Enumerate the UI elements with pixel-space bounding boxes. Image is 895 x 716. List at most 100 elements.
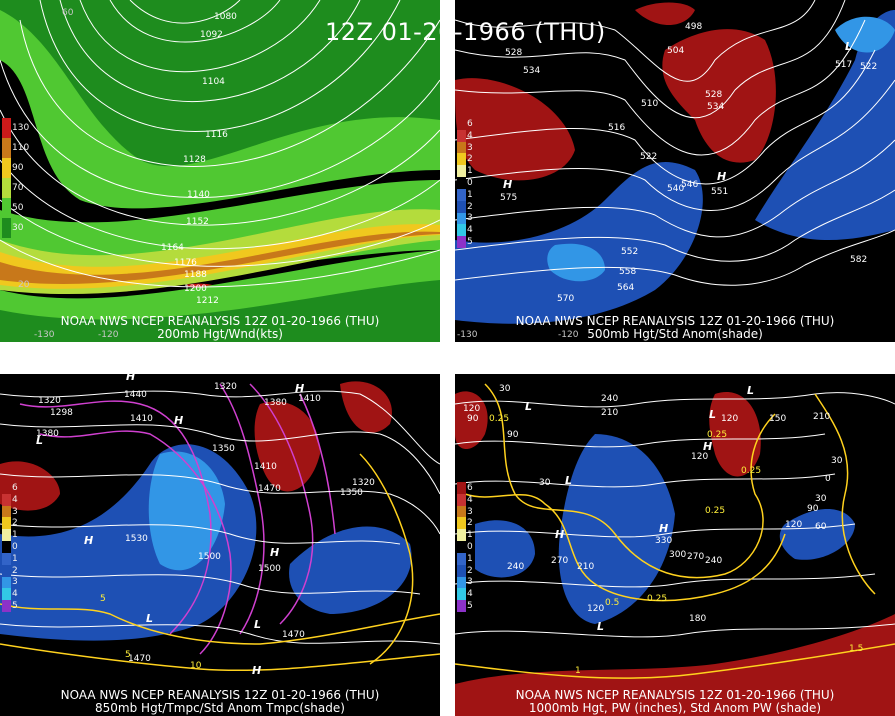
- anomaly-negative-east: [779, 509, 855, 560]
- legend-swatch: [457, 153, 466, 166]
- legend-label: 2: [12, 565, 18, 576]
- contour-label: 552: [621, 247, 639, 257]
- pw-contour-label: 0.25: [741, 466, 762, 476]
- contour-label: 570: [557, 294, 575, 304]
- contour-label: 1350: [340, 488, 363, 498]
- contour-label: 575: [500, 193, 518, 203]
- latitude-label: 60: [62, 8, 74, 18]
- legend-label: 3: [467, 142, 473, 153]
- height-contours: [0, 390, 440, 645]
- contour-label: 1104: [202, 77, 225, 87]
- legend-label: 2: [467, 201, 473, 212]
- contour-label: 498: [685, 22, 703, 32]
- anomaly-positive-west: [455, 78, 575, 181]
- legend-label: 1: [467, 553, 473, 564]
- caption-source: NOAA NWS NCEP REANALYSIS 12Z 01-20-1966 …: [60, 314, 380, 328]
- contour-label: 1128: [183, 155, 206, 165]
- legend-swatch: [2, 541, 11, 553]
- caption-field: 200mb Hgt/Wnd(kts): [157, 327, 283, 341]
- map-500mb: [455, 0, 895, 342]
- contour-label: 1080: [214, 12, 237, 22]
- legend-swatch: [2, 517, 11, 530]
- legend-label: 4: [467, 130, 473, 141]
- height-contours: [455, 392, 895, 638]
- legend-swatch: [457, 200, 466, 213]
- contour-label: 1350: [212, 444, 235, 454]
- contour-label: 528: [505, 48, 523, 58]
- contour-label: 534: [707, 102, 725, 112]
- anomaly-negative-west: [475, 520, 535, 578]
- contour-label: 240: [601, 394, 619, 404]
- legend-swatch: [457, 588, 466, 601]
- contour-label: 120: [587, 604, 605, 614]
- contour-label: 1470: [282, 630, 305, 640]
- contour-label: 1320: [38, 396, 61, 406]
- legend-swatch: [457, 212, 466, 225]
- contour-label: 551: [711, 187, 729, 197]
- legend-label: 4: [467, 225, 473, 236]
- contour-label: 1164: [161, 243, 184, 253]
- legend-swatch: [457, 517, 466, 530]
- legend-label: 1: [467, 530, 473, 541]
- contour-label: 120: [721, 414, 739, 424]
- legend-label: 90: [12, 163, 24, 173]
- legend-label: 4: [467, 589, 473, 600]
- high-pressure-marker: H: [126, 374, 136, 383]
- legend-label: 4: [467, 494, 473, 505]
- legend-label: 4: [12, 589, 18, 600]
- contour-label: 30: [815, 494, 827, 504]
- legend-swatch: [457, 505, 466, 518]
- legend-swatch: [2, 505, 11, 518]
- low-pressure-marker: L: [36, 434, 44, 447]
- high-pressure-marker: H: [703, 440, 713, 453]
- legend-label: 5: [467, 237, 473, 248]
- contour-label: 528: [705, 90, 723, 100]
- legend-swatch: [2, 158, 11, 178]
- legend-swatch: [457, 493, 466, 506]
- contour-label: 300: [669, 550, 687, 560]
- contour-label: 1188: [184, 270, 207, 280]
- legend-swatch: [457, 188, 466, 201]
- longitude-label: -120: [98, 330, 119, 340]
- high-pressure-marker: H: [270, 546, 280, 559]
- pw-contours-yellow: [455, 383, 895, 679]
- legend-swatch: [2, 118, 11, 138]
- wind-band-110: [0, 231, 440, 284]
- contour-label: 1380: [264, 398, 287, 408]
- contour-label: 1140: [187, 190, 210, 200]
- legend-swatch: [2, 218, 11, 238]
- pw-contour-label: 0.5: [605, 598, 620, 608]
- legend-swatch: [457, 141, 466, 154]
- legend-swatch: [2, 178, 11, 198]
- pw-contour-label: 0.25: [647, 594, 668, 604]
- low-pressure-marker: L: [709, 408, 717, 421]
- legend-label: 0: [467, 178, 473, 188]
- contour-label: 30: [499, 384, 511, 394]
- contour-label: 330: [655, 536, 673, 546]
- legend-label: 3: [12, 577, 18, 588]
- legend-label: 0: [12, 542, 18, 552]
- anomaly-positive-south: [455, 614, 895, 716]
- legend-label: 70: [12, 183, 24, 193]
- contour-label: 540: [667, 184, 685, 194]
- legend-label: 3: [467, 577, 473, 588]
- legend-label: 3: [467, 213, 473, 224]
- contour-label: 180: [689, 614, 707, 624]
- legend-swatch: [457, 129, 466, 142]
- anomaly-negative-east: [289, 526, 412, 614]
- legend-label: 4: [12, 494, 18, 505]
- legend-wind: 130 110 90 70 50 30: [2, 118, 29, 238]
- map-1000mb: [455, 374, 895, 716]
- contour-label: 210: [601, 408, 619, 418]
- contour-label: 1500: [258, 564, 281, 574]
- panel-200mb-height-wind: 130 110 90 70 50 30 1080 1092 1104 1116 1128 1140 1…: [0, 0, 440, 342]
- contour-label: 120: [691, 452, 709, 462]
- legend-label: 0: [467, 542, 473, 552]
- contour-label: 504: [667, 46, 685, 56]
- contour-label: 1530: [125, 534, 148, 544]
- caption-source: NOAA NWS NCEP REANALYSIS 12Z 01-20-1966 …: [515, 314, 835, 328]
- legend-label: 1: [467, 166, 473, 177]
- contour-label: 0: [825, 474, 831, 484]
